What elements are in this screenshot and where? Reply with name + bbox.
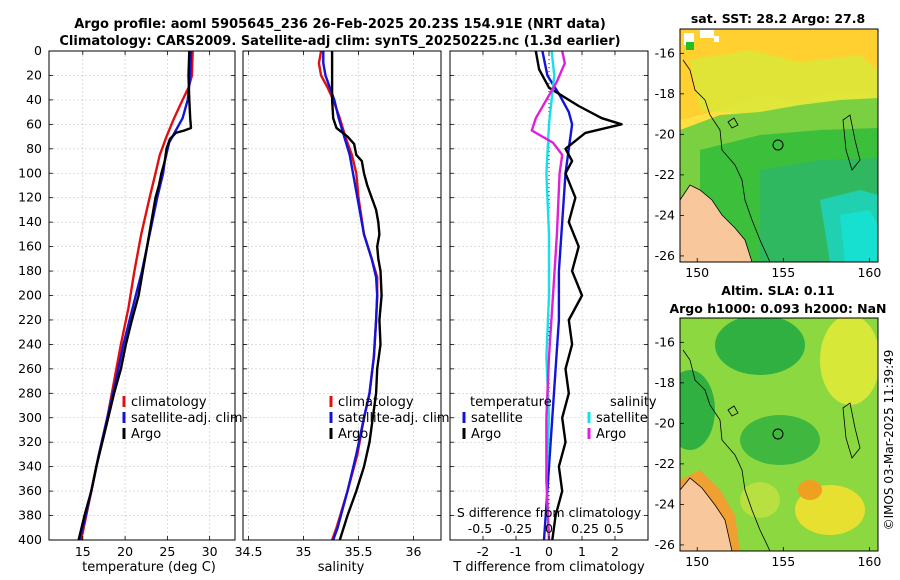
depth-tick-label: 0	[34, 43, 42, 58]
x-tick-label: 35	[296, 544, 312, 559]
depth-tick-label: 400	[18, 532, 42, 547]
x-tick-label: 20	[117, 544, 133, 559]
map-lat-tick-label: -26	[655, 537, 675, 552]
map-lat-tick-label: -24	[655, 207, 675, 222]
depth-tick-label: 180	[18, 263, 42, 278]
x-tick-label: 34.5	[235, 544, 263, 559]
map-lat-tick-label: -16	[655, 45, 675, 60]
legend-t-argo: Argo	[471, 427, 501, 442]
depth-tick-label: 340	[18, 459, 42, 474]
depth-tick-label: 260	[18, 361, 42, 376]
depth-tick-label: 360	[18, 483, 42, 498]
legend-satellite-adj: satellite-adj. clim	[131, 411, 243, 426]
legend-climatology: climatology	[131, 395, 207, 410]
depth-tick-label: 280	[18, 385, 42, 400]
legend-argo: Argo	[338, 427, 368, 442]
series-line-argo	[330, 51, 383, 541]
s-tick-label: 0.5	[604, 521, 624, 536]
map-lon-tick-label: 150	[685, 554, 709, 569]
figure-title-line2: Climatology: CARS2009. Satellite-adj cli…	[59, 34, 620, 49]
map-lon-tick-label: 160	[857, 554, 881, 569]
s-difference-axis-label: S difference from climatology	[457, 505, 642, 520]
s-tick-label: -0.25	[500, 521, 532, 536]
depth-tick-label: 160	[18, 239, 42, 254]
depth-tick-label: 200	[18, 288, 42, 303]
x-tick-label: -1	[510, 544, 522, 559]
depth-tick-label: 60	[26, 116, 42, 131]
legend-s-satellite: satellite	[596, 411, 648, 426]
map-lat-tick-label: -24	[655, 496, 675, 511]
x-tick-label: 35.5	[345, 544, 373, 559]
argo-location-marker	[772, 139, 784, 151]
depth-tick-label: 240	[18, 336, 42, 351]
sst-map-title: sat. SST: 28.2 Argo: 27.8	[691, 11, 865, 26]
difference-legend: temperature satellite Argo salinity sate…	[462, 395, 657, 442]
depth-tick-label: 80	[26, 141, 42, 156]
series-line-argo	[77, 50, 193, 541]
legend-satellite-adj: satellite-adj. clim	[338, 411, 450, 426]
map-lat-tick-label: -22	[655, 456, 675, 471]
legend-salinity-title: salinity	[610, 395, 657, 410]
map-lon-tick-label: 150	[685, 265, 709, 280]
map-lat-tick-label: -26	[655, 248, 675, 263]
legend-t-satellite: satellite	[471, 411, 523, 426]
map-lat-tick-label: -16	[655, 334, 675, 349]
salinity-legend: climatology satellite-adj. clim Argo	[329, 395, 450, 442]
figure-title-line1: Argo profile: aoml 5905645_236 26-Feb-20…	[74, 17, 606, 32]
series-line-argo-t-diff	[534, 50, 623, 541]
series-line-satellite-t-diff	[541, 50, 574, 541]
depth-tick-label: 140	[18, 214, 42, 229]
depth-tick-label: 320	[18, 434, 42, 449]
depth-tick-label: 220	[18, 312, 42, 327]
legend-argo: Argo	[131, 427, 161, 442]
salinity-axis-label: salinity	[318, 560, 365, 575]
x-tick-label: 25	[159, 544, 175, 559]
legend-climatology: climatology	[338, 395, 414, 410]
argo-location-marker	[772, 428, 784, 440]
legend-s-argo: Argo	[596, 427, 626, 442]
series-line-satellite-s-diff	[545, 50, 556, 541]
map-lat-tick-label: -22	[655, 167, 675, 182]
map-lat-tick-label: -18	[655, 86, 675, 101]
depth-tick-label: 100	[18, 165, 42, 180]
t-difference-axis-label: T difference from climatology	[452, 560, 645, 575]
depth-tick-label: 300	[18, 410, 42, 425]
depth-tick-label: 20	[26, 67, 42, 82]
map-lat-tick-label: -20	[655, 415, 675, 430]
x-tick-label: -2	[477, 544, 489, 559]
x-tick-label: 0	[545, 544, 553, 559]
depth-tick-label: 120	[18, 190, 42, 205]
depth-tick-label: 380	[18, 508, 42, 523]
temperature-axis-label: temperature (deg C)	[82, 560, 216, 575]
sst-map	[680, 29, 878, 262]
temperature-legend: climatology satellite-adj. clim Argo	[122, 395, 243, 442]
legend-temperature-title: temperature	[470, 395, 552, 410]
s-tick-label: -0.5	[468, 521, 492, 536]
map-lat-tick-label: -20	[655, 126, 675, 141]
x-tick-label: 15	[75, 544, 91, 559]
s-tick-label: 0.25	[571, 521, 599, 536]
s-tick-label: 0	[545, 521, 553, 536]
map-lon-tick-label: 160	[857, 265, 881, 280]
sla-map-title-line1: Altim. SLA: 0.11	[721, 283, 834, 298]
sla-map-title-line2: Argo h1000: 0.093 h2000: NaN	[669, 301, 886, 316]
x-tick-label: 1	[578, 544, 586, 559]
imos-credit: ©IMOS 03-Mar-2025 11:39:49	[882, 350, 896, 531]
series-line-argo-s-diff	[530, 50, 566, 541]
map-lat-tick-label: -18	[655, 375, 675, 390]
x-tick-label: 2	[611, 544, 619, 559]
sla-map	[680, 318, 878, 551]
x-tick-label: 36	[406, 544, 422, 559]
map-lon-tick-label: 155	[771, 265, 795, 280]
map-lon-tick-label: 155	[771, 554, 795, 569]
depth-tick-label: 40	[26, 92, 42, 107]
x-tick-label: 30	[202, 544, 218, 559]
